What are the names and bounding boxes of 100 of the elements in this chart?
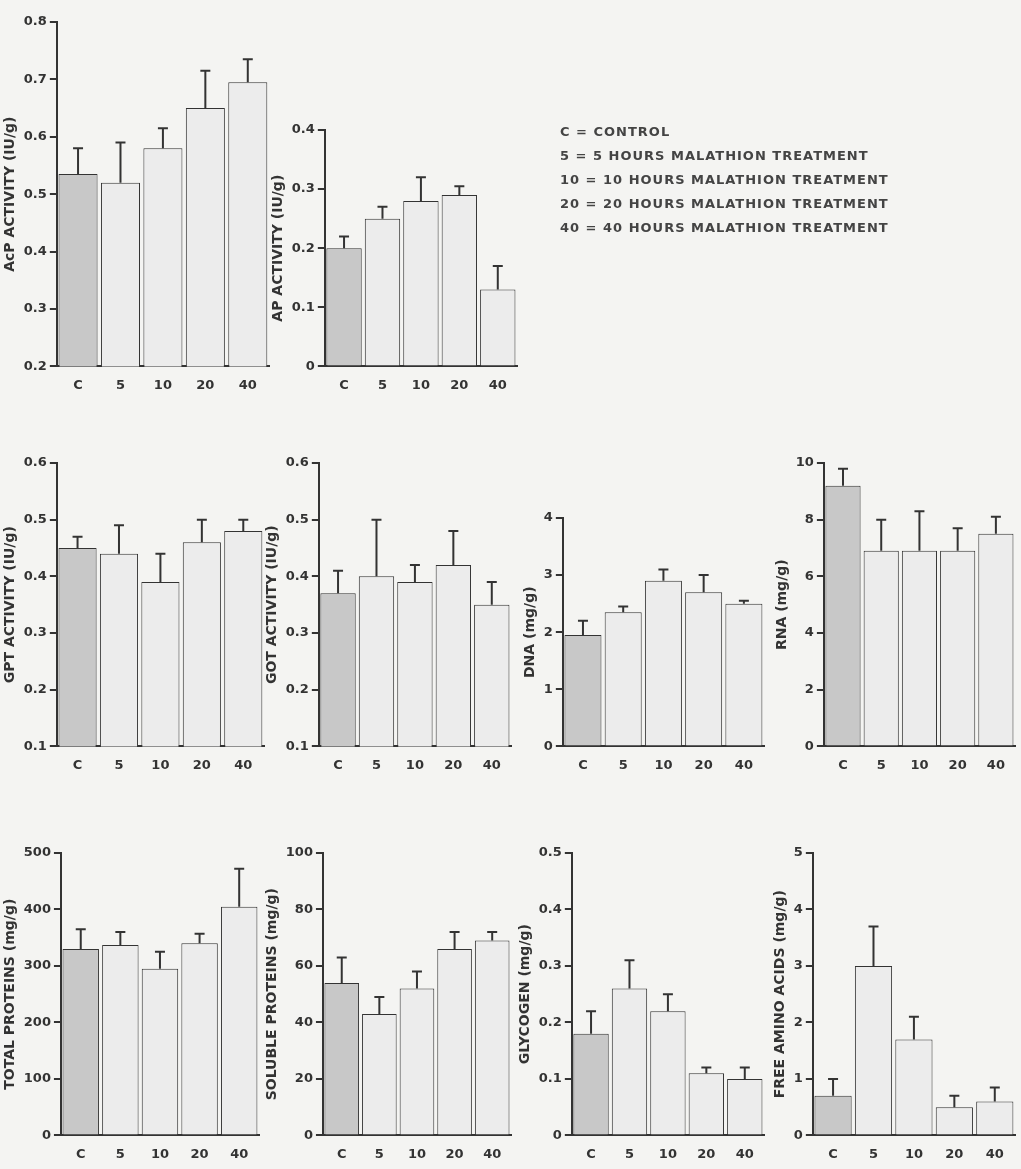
y-tick-label: 0 [543,737,553,753]
x-tick-label: 10 [904,1145,923,1161]
x-tick-label: 20 [192,756,211,772]
y-axis-title: AcP ACTIVITY (IU/g) [1,116,18,272]
x-tick-label: 5 [868,1145,879,1161]
y-axis-title: TOTAL PROTEINS (mg/g) [1,898,18,1090]
y-tick-label: 0.4 [538,900,562,916]
x-tick-label: 20 [945,1145,964,1161]
x-tick-label: 5 [377,376,387,392]
x-tick-label: 5 [618,756,628,772]
x-tick-label: C [336,1145,347,1161]
y-tick-label: 1 [793,1070,803,1086]
y-tick-label: 40 [294,1013,313,1029]
x-tick-label: 40 [735,1145,754,1161]
x-tick-label: 20 [190,1145,209,1161]
y-tick-label: 20 [294,1070,313,1086]
x-tick-label: C [828,1145,838,1161]
y-axis-title: SOLUBLE PROTEINS (mg/g) [263,888,280,1101]
y-tick-label: 5 [793,844,803,860]
x-tick-label: 20 [694,756,713,772]
y-tick-label: 0.4 [23,567,47,583]
y-tick-label: 4 [804,624,814,640]
x-tick-label: 40 [985,1145,1004,1161]
y-tick-label: 4 [793,900,803,916]
y-axis-title: GPT ACTIVITY (IU/g) [1,526,18,684]
x-tick-label: 20 [444,756,463,772]
y-tick-label: 0.6 [23,454,47,470]
y-tick-label: 0.4 [291,121,315,137]
y-tick-label: 0 [793,1126,803,1142]
y-axis-title: DNA (mg/g) [521,586,538,678]
y-tick-label: 0.2 [23,357,47,373]
x-tick-label: 10 [153,376,172,392]
x-tick-label: C [75,1145,86,1161]
x-tick-label: 10 [654,756,673,772]
x-tick-label: 10 [407,1145,427,1161]
x-tick-label: C [339,376,349,392]
text: 40 = 40 HOURS MALATHION TREATMENT [560,219,889,237]
y-tick-label: 0.1 [23,737,47,753]
x-tick-label: 10 [405,756,424,772]
y-tick-label: 80 [294,900,313,916]
y-tick-label: 2 [804,681,814,697]
y-axis-title: RNA (mg/g) [773,559,790,651]
y-tick-label: 0.6 [23,128,47,144]
y-tick-label: 0.2 [285,681,309,697]
y-axis-title: AP ACTIVITY (IU/g) [269,174,286,322]
x-tick-label: 10 [411,376,430,392]
y-tick-label: 0.8 [23,13,47,29]
y-tick-label: 0.1 [291,298,315,314]
x-tick-label: C [73,376,83,392]
x-tick-label: 40 [488,376,507,392]
text: 20 = 20 HOURS MALATHION TREATMENT [560,195,889,213]
y-tick-label: 0.2 [291,239,315,255]
y-tick-label: 0.1 [285,737,309,753]
x-tick-label: 10 [658,1145,677,1161]
x-tick-label: C [72,756,83,772]
text: 10 = 10 HOURS MALATHION TREATMENT [560,171,889,189]
y-tick-label: 0.3 [538,957,562,973]
y-tick-label: 100 [23,1070,51,1086]
y-tick-label: 0 [552,1126,562,1142]
x-tick-label: 20 [445,1145,464,1161]
y-tick-label: 6 [804,567,814,583]
y-tick-label: 300 [23,957,51,973]
x-tick-label: C [578,756,588,772]
x-tick-label: 5 [624,1145,634,1161]
y-tick-label: 2 [793,1013,803,1029]
y-tick-label: 2 [543,623,553,639]
x-tick-label: 20 [450,376,469,392]
y-tick-label: 0 [41,1126,51,1142]
text: 5 = 5 HOURS MALATHION TREATMENT [560,147,870,165]
x-tick-label: 40 [238,376,257,392]
x-tick-label: C [838,756,848,772]
y-tick-label: 4 [543,509,553,525]
x-tick-label: 20 [196,376,215,392]
x-tick-label: 5 [371,756,381,772]
y-tick-label: 0.7 [23,70,47,86]
y-tick-label: 100 [285,844,313,860]
x-tick-label: 5 [114,756,124,772]
x-tick-label: 40 [734,756,753,772]
y-axis-title: GLYCOGEN (mg/g) [516,924,533,1065]
y-tick-label: 0.2 [23,681,47,697]
y-tick-label: 0.4 [285,567,309,583]
y-tick-label: 1 [543,680,553,696]
y-tick-label: 0.3 [23,300,47,316]
x-tick-label: 40 [482,756,501,772]
x-tick-label: 5 [115,1145,125,1161]
y-tick-label: 0.6 [285,454,309,470]
x-tick-label: 10 [151,756,170,772]
x-tick-label: 40 [483,1145,502,1161]
y-tick-label: 0.3 [23,624,47,640]
x-tick-label: 20 [697,1145,716,1161]
y-tick-label: 3 [793,957,803,973]
y-tick-label: 0.3 [285,624,309,640]
x-tick-label: 40 [230,1145,249,1161]
y-tick-label: 200 [23,1013,51,1029]
y-tick-label: 10 [795,454,814,470]
y-axis-title: FREE AMINO ACIDS (mg/g) [771,890,788,1099]
x-tick-label: 20 [948,756,967,772]
x-tick-label: C [586,1145,596,1161]
y-tick-label: 0.2 [538,1013,562,1029]
y-tick-label: 0 [305,357,315,373]
